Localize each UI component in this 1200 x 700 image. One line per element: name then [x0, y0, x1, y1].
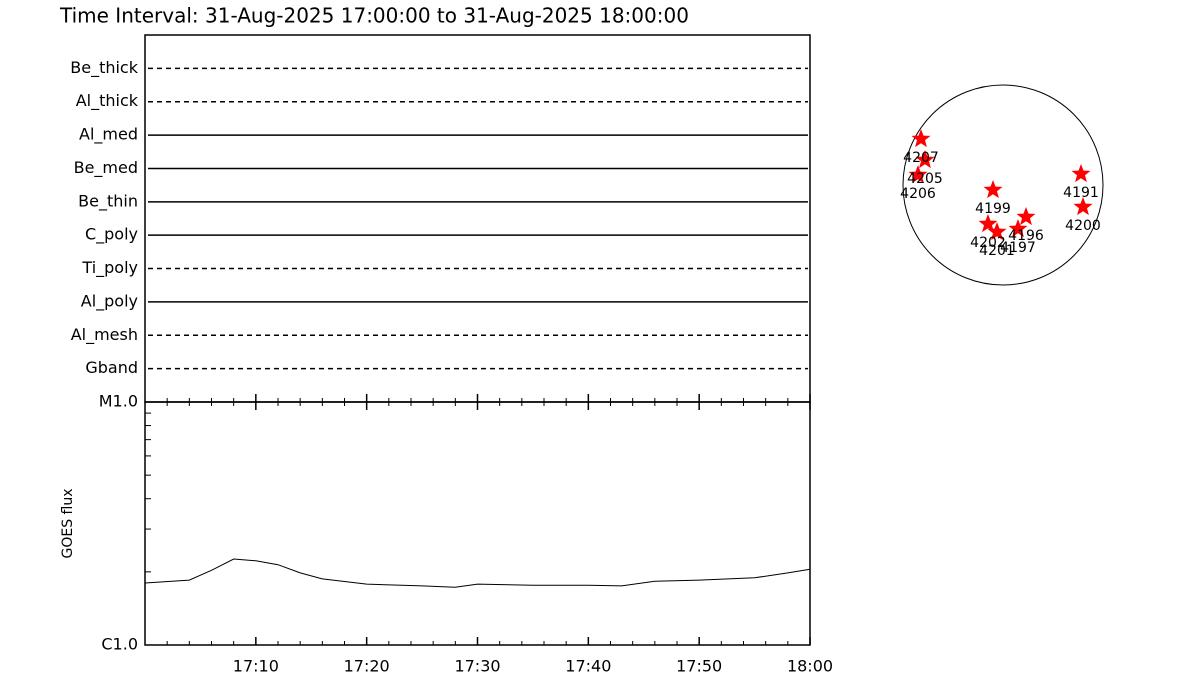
- active-region-label: 4197: [1000, 240, 1036, 256]
- filter-label: Al_thick: [76, 91, 139, 111]
- filter-label: Be_thin: [78, 191, 138, 211]
- filter-label: Al_mesh: [71, 325, 138, 345]
- active-region-label: 4207: [903, 150, 939, 166]
- active-region-star: [1016, 207, 1036, 226]
- x-tick-label: 17:20: [344, 657, 390, 676]
- active-region-star: [983, 180, 1003, 199]
- goes-panel: [144, 401, 811, 646]
- active-region-label: 4191: [1063, 185, 1099, 201]
- active-region-star: [911, 129, 931, 148]
- y-tick-label: C1.0: [101, 635, 138, 654]
- active-region-label: 4200: [1065, 218, 1101, 234]
- active-region-label: 4205: [907, 171, 943, 187]
- filter-label: Al_med: [79, 125, 138, 145]
- active-region-label: 4202: [970, 235, 1006, 251]
- x-tick-label: 18:00: [787, 657, 833, 676]
- filter-label: C_poly: [85, 225, 138, 245]
- active-region-star: [908, 165, 928, 184]
- active-region-label: 4201: [979, 243, 1015, 259]
- filter-label: Be_thick: [70, 58, 138, 78]
- x-tick-label: 17:50: [676, 657, 722, 676]
- active-region-label: 4206: [900, 186, 936, 202]
- sun-disk: [902, 84, 1104, 286]
- x-tick-label: 17:10: [233, 657, 279, 676]
- active-region-star: [1008, 219, 1028, 238]
- active-region-star: [987, 222, 1007, 241]
- filter-label: Be_med: [74, 158, 138, 178]
- active-region-label: 4196: [1008, 228, 1044, 244]
- filter-label: Ti_poly: [81, 258, 138, 278]
- x-tick-label: 17:40: [565, 657, 611, 676]
- active-region-star: [1073, 197, 1093, 216]
- filter-panel: [144, 34, 811, 403]
- chart-title: Time Interval: 31-Aug-2025 17:00:00 to 3…: [59, 4, 689, 28]
- x-tick-label: 17:30: [454, 657, 500, 676]
- filter-label: Gband: [85, 358, 138, 377]
- y-axis-label: GOES flux: [60, 488, 76, 558]
- active-region-star: [915, 150, 935, 169]
- goes-curve: [144, 558, 811, 588]
- active-region-star: [1071, 164, 1091, 183]
- y-tick-label: M1.0: [99, 392, 138, 411]
- active-region-label: 4199: [975, 201, 1011, 217]
- filter-label: Al_poly: [81, 291, 138, 311]
- active-region-star: [978, 214, 998, 233]
